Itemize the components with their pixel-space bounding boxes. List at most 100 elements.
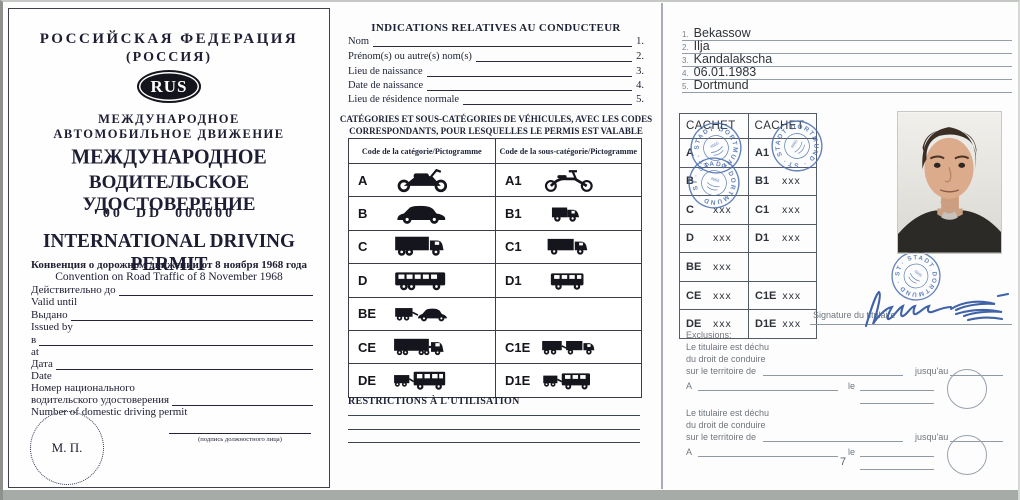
field-label: Номер национального (31, 382, 135, 394)
cachet-row: CE xxx C1E xxx (680, 281, 816, 311)
vehicle-table-header: Code de la catégorie/Pictogramme Code de… (349, 139, 641, 164)
country-title: РОССИЙСКАЯ ФЕДЕРАЦИЯ (39, 31, 299, 47)
date-label: le (848, 381, 856, 391)
field-label: в (31, 334, 37, 346)
movement-line1: МЕЖДУНАРОДНОЕ (98, 112, 240, 126)
field-number: 2. (636, 51, 644, 62)
trailer-bus-icon (393, 368, 453, 393)
category-cell: DE (349, 364, 495, 396)
permit-title-en: INTERNATIONAL DRIVING PERMIT (43, 230, 295, 275)
vehicle-table-row: A A1 (349, 164, 641, 198)
entry-number: 3. (682, 56, 689, 65)
field-blank-line (426, 66, 633, 77)
official-seal-placeholder: М. П. (30, 411, 104, 485)
field-blank-line (70, 309, 313, 321)
holder-entry-row: 2. Ilja (682, 38, 1012, 54)
scan-bottom-strip (0, 490, 1020, 500)
field-blank-line (463, 94, 633, 105)
holder-signature-line (810, 311, 1012, 325)
moped-icon (540, 168, 600, 193)
rus-oval-emblem: RUS (137, 70, 201, 103)
category-cell: D (349, 264, 495, 296)
cachet-submark: xxx (782, 175, 801, 188)
svg-text:4665: 4665 (913, 269, 923, 278)
cachet-subcell: B1 xxx (748, 167, 816, 196)
signature-label: Signature du titulaire (813, 310, 896, 320)
cachet-cell: DE xxx (680, 310, 748, 338)
cachet-mark: xxx (713, 203, 732, 216)
category-cell: C (349, 231, 495, 263)
restriction-blank-line (348, 415, 640, 416)
exclusion-clause: sur le territoire de (686, 366, 757, 376)
cachet-code: D (686, 232, 694, 245)
semi-truck-icon (393, 335, 453, 360)
subcategory-code: C1 (505, 239, 522, 255)
field-number: 3. (636, 66, 644, 77)
categories-heading-line1: CATÉGORIES ET SOUS-CATÉGORIES DE VÉHICUL… (339, 114, 653, 124)
territory-blank-line (763, 375, 903, 376)
cachet-subcell: D1 xxx (748, 224, 816, 253)
cachet-code: DE (686, 318, 702, 331)
cachet-cell: C xxx (680, 196, 748, 224)
cachet-cell: BE xxx (680, 253, 748, 281)
permit-number: 00 DD 000000 (102, 206, 236, 221)
exclusion-clause: du droit de conduire (686, 354, 766, 364)
category-code: B (358, 206, 368, 222)
entry-value: Bekassow (693, 26, 751, 40)
small-truck-icon (540, 201, 600, 226)
exclusion-clause: sur le territoire de (686, 432, 757, 442)
entry-value: Ilja (693, 39, 710, 53)
portrait-illustration (898, 112, 1001, 253)
vehicle-table-row: B B1 (349, 197, 641, 231)
field-label: Prénom(s) ou autre(s) nom(s) (348, 51, 472, 62)
field-label-en: Valid until (31, 296, 78, 308)
category-code: D (358, 272, 368, 288)
holder-entry-row: 4. 06.01.1983 (682, 64, 1012, 80)
place-label: A (686, 447, 693, 457)
field-label-en: Issued by (31, 321, 73, 333)
entry-number: 5. (682, 82, 689, 91)
small-bus-icon (540, 268, 600, 293)
subcategory-cell: A1 (495, 164, 641, 197)
until-label: jusqu'au (915, 432, 949, 442)
subcategory-cell: C1E (495, 330, 641, 364)
field-label: Date de naissance (348, 80, 424, 91)
holder-entry-row: 5. Dortmund (682, 77, 1012, 93)
until-label: jusqu'au (915, 366, 949, 376)
category-code: A (358, 172, 368, 188)
field-blank-line (475, 51, 633, 62)
extra-blank-line (860, 403, 934, 404)
driver-field-row: Prénom(s) ou autre(s) nom(s) 2. (348, 48, 644, 62)
cachet-row: DE xxx D1E xxx (680, 310, 816, 338)
truck-icon (393, 234, 453, 259)
subcategory-code: D1E (505, 373, 531, 389)
cachet-code: A (686, 146, 694, 159)
cachet-subcell: C1E xxx (748, 281, 816, 310)
subcategory-cell: C1 (495, 230, 641, 264)
vehicle-table-row: DE D1E (349, 364, 641, 397)
cachet-subcell: C1 xxx (748, 196, 816, 224)
driver-field-row: Lieu de résidence normale 5. (348, 91, 644, 105)
country-code: RUS (150, 76, 188, 96)
cover-field-row: Действительно до Valid until (31, 284, 313, 308)
vehicle-table-row: BE (349, 297, 641, 331)
driver-field-row: Lieu de naissance 3. (348, 63, 644, 77)
cachet-submark: xxx (782, 203, 801, 216)
field-label-en: at (31, 346, 39, 358)
driver-page-title: INDICATIONS RELATIVES AU CONDUCTEUR (371, 22, 621, 34)
convention-en: Convention on Road Traffic of 8 November… (55, 271, 283, 283)
cachet-code: B (686, 175, 694, 188)
cachet-code: CE (686, 289, 702, 302)
category-code: CE (358, 339, 377, 355)
cachet-subcell: A1 (748, 139, 816, 167)
cachet-table: CACHET CACHET A A1 B B1 xxx C xxx C1 xxx (679, 113, 817, 339)
holder-signature-ink (852, 286, 1014, 330)
cachet-header-left: CACHET (686, 120, 736, 132)
field-number: 5. (636, 94, 644, 105)
cachet-mark: xxx (713, 289, 732, 302)
permit-title-ru-2: ВОДИТЕЛЬСКОЕ УДОСТОВЕРЕНИЕ (82, 172, 256, 215)
cachet-row: D xxx D1 xxx (680, 224, 816, 254)
cachet-submark: xxx (782, 232, 801, 245)
subcategory-cell: D1 (495, 264, 641, 297)
field-label: Выдано (31, 309, 68, 321)
